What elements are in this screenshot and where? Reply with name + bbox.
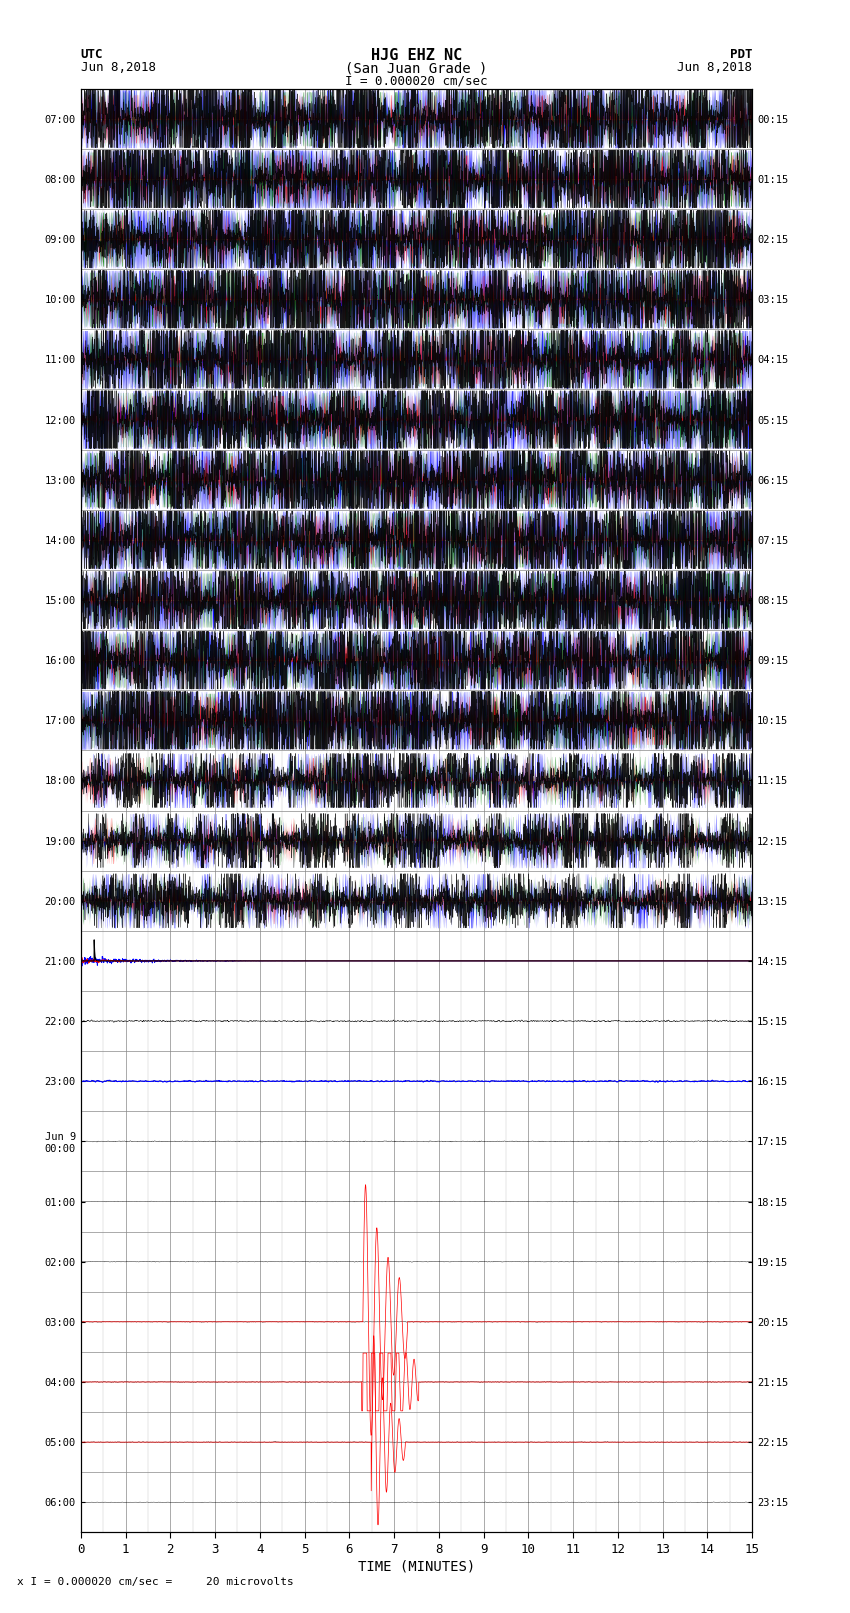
Text: UTC: UTC [81, 48, 103, 61]
Text: PDT: PDT [730, 48, 752, 61]
Text: Jun 8,2018: Jun 8,2018 [81, 61, 156, 74]
Text: x I = 0.000020 cm/sec =     20 microvolts: x I = 0.000020 cm/sec = 20 microvolts [17, 1578, 294, 1587]
Text: I = 0.000020 cm/sec: I = 0.000020 cm/sec [345, 74, 488, 87]
Text: (San Juan Grade ): (San Juan Grade ) [345, 61, 488, 76]
Text: Jun 8,2018: Jun 8,2018 [677, 61, 752, 74]
Text: HJG EHZ NC: HJG EHZ NC [371, 48, 462, 63]
X-axis label: TIME (MINUTES): TIME (MINUTES) [358, 1560, 475, 1574]
